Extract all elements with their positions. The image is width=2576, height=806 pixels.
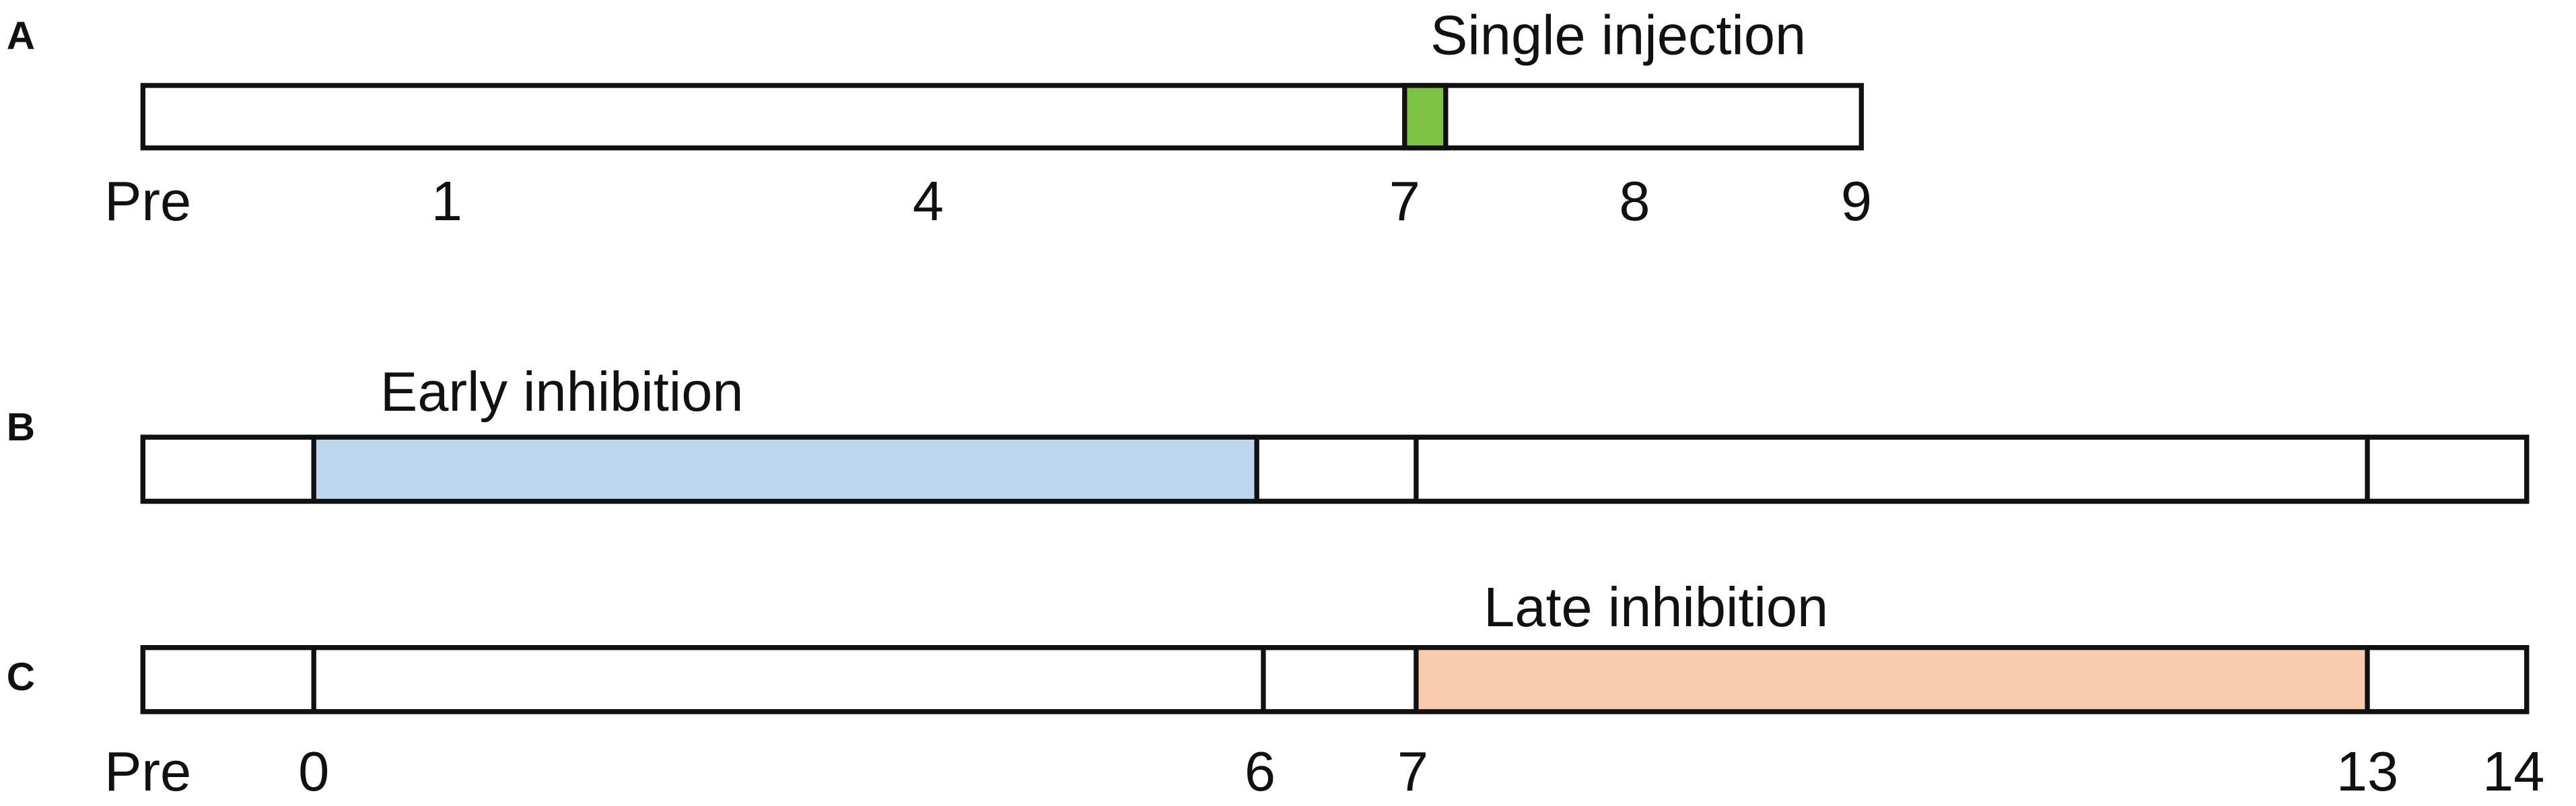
timepoint-label: 6 [1245, 740, 1276, 803]
panel-label: Early inhibition [380, 360, 744, 423]
timepoint-label: 4 [913, 170, 944, 232]
inhibition-period [1416, 647, 2368, 712]
panel-letter: B [7, 405, 35, 449]
timepoint-label: 14 [2482, 740, 2544, 803]
injection-marker [1402, 83, 1449, 151]
timepoint-label: 1 [431, 170, 462, 232]
timeline-outline [140, 645, 2530, 714]
panel-label: Late inhibition [1484, 576, 1828, 638]
timepoint-label: 8 [1619, 170, 1650, 232]
timepoint-label: Pre [104, 740, 191, 803]
panel-letter: A [7, 14, 35, 58]
panel-letter: C [7, 655, 35, 699]
timepoint-label: 9 [1841, 170, 1872, 232]
timepoint-label: 7 [1389, 170, 1420, 232]
timepoint-label: 13 [2336, 740, 2398, 803]
timepoint-label: Pre [104, 170, 191, 232]
inhibition-period [314, 437, 1257, 502]
timeline-outline [140, 434, 2530, 504]
timepoint-label: 7 [1397, 740, 1428, 803]
timeline-bar [140, 83, 1864, 151]
panel-label: Single injection [1430, 4, 1806, 67]
timepoint-label: 0 [298, 740, 329, 803]
